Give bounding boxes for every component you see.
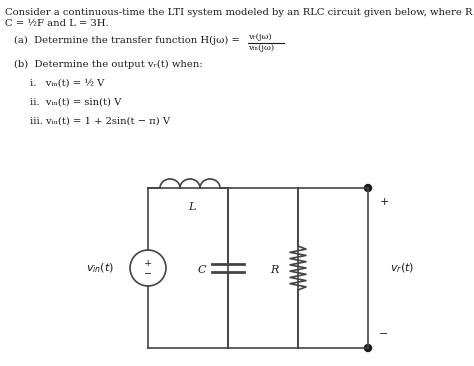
- Text: +: +: [144, 258, 152, 268]
- Text: L: L: [188, 202, 196, 212]
- Text: $v_{in}(t)$: $v_{in}(t)$: [86, 261, 114, 275]
- Text: ii.  vᵢₙ(t) = sin(t) V: ii. vᵢₙ(t) = sin(t) V: [30, 98, 121, 107]
- Text: $v_r(t)$: $v_r(t)$: [390, 261, 414, 275]
- Text: iii. vᵢₙ(t) = 1 + 2sin(t − π) V: iii. vᵢₙ(t) = 1 + 2sin(t − π) V: [30, 117, 170, 126]
- Text: R: R: [270, 265, 278, 275]
- Text: +: +: [379, 197, 389, 207]
- Circle shape: [365, 184, 372, 191]
- Text: −: −: [379, 329, 389, 339]
- Text: i.   vᵢₙ(t) = ½ V: i. vᵢₙ(t) = ½ V: [30, 79, 104, 88]
- Text: C: C: [198, 265, 206, 275]
- Text: Consider a continuous-time the LTI system modeled by an RLC circuit given below,: Consider a continuous-time the LTI syste…: [5, 8, 474, 17]
- Text: vᵣ(jω): vᵣ(jω): [248, 33, 272, 41]
- Text: vᵢₙ(jω): vᵢₙ(jω): [248, 44, 274, 52]
- Text: C = ½F and L = 3H.: C = ½F and L = 3H.: [5, 19, 109, 28]
- Circle shape: [365, 344, 372, 351]
- Text: (a)  Determine the transfer function H(jω) =: (a) Determine the transfer function H(jω…: [14, 36, 240, 45]
- Text: (b)  Determine the output vᵣ(t) when:: (b) Determine the output vᵣ(t) when:: [14, 60, 203, 69]
- Text: −: −: [144, 270, 152, 280]
